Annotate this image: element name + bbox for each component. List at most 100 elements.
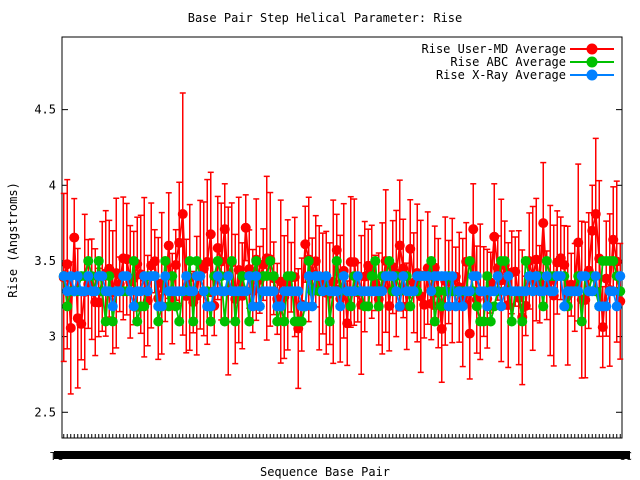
series-point-1 bbox=[240, 222, 251, 233]
series-point-3 bbox=[293, 286, 304, 297]
series-point-2 bbox=[139, 301, 150, 312]
series-point-1 bbox=[608, 234, 619, 245]
series-point-2 bbox=[541, 255, 552, 266]
series-point-2 bbox=[160, 255, 171, 266]
series-point-3 bbox=[531, 271, 542, 282]
series-point-3 bbox=[83, 271, 94, 282]
series-point-2 bbox=[205, 316, 216, 327]
series-point-3 bbox=[615, 271, 626, 282]
series-point-3 bbox=[440, 271, 451, 282]
series-point-3 bbox=[240, 286, 251, 297]
series-point-3 bbox=[90, 286, 101, 297]
series-point-1 bbox=[65, 322, 76, 333]
y-axis-label: Rise (Angstroms) bbox=[6, 182, 20, 298]
series-point-1 bbox=[202, 256, 213, 267]
series-point-3 bbox=[394, 301, 405, 312]
series-point-3 bbox=[205, 301, 216, 312]
series-point-2 bbox=[370, 255, 381, 266]
series-point-3 bbox=[524, 271, 535, 282]
series-point-1 bbox=[93, 297, 104, 308]
series-point-2 bbox=[520, 255, 531, 266]
series-point-3 bbox=[496, 301, 507, 312]
series-point-3 bbox=[72, 271, 83, 282]
series-point-3 bbox=[559, 301, 570, 312]
series-point-3 bbox=[587, 286, 598, 297]
series-point-3 bbox=[142, 286, 153, 297]
series-point-2 bbox=[436, 301, 447, 312]
series-point-2 bbox=[405, 301, 416, 312]
series-point-3 bbox=[391, 286, 402, 297]
series-point-2 bbox=[265, 255, 276, 266]
series-point-3 bbox=[398, 271, 409, 282]
series-point-1 bbox=[601, 273, 612, 284]
series-point-1 bbox=[212, 243, 223, 254]
series-point-2 bbox=[167, 271, 178, 282]
series-point-2 bbox=[286, 271, 297, 282]
series-point-3 bbox=[128, 301, 139, 312]
series-point-3 bbox=[303, 271, 314, 282]
series-point-3 bbox=[464, 286, 475, 297]
series-point-3 bbox=[538, 286, 549, 297]
series-point-3 bbox=[520, 286, 531, 297]
series-point-1 bbox=[464, 328, 475, 339]
series-point-3 bbox=[317, 286, 328, 297]
series-point-3 bbox=[188, 286, 199, 297]
x-axis-label: Sequence Base Pair bbox=[260, 465, 390, 479]
series-point-3 bbox=[177, 286, 188, 297]
series-point-3 bbox=[195, 271, 206, 282]
legend-label-2: Rise ABC Average bbox=[450, 55, 566, 69]
series-point-3 bbox=[471, 271, 482, 282]
series-point-2 bbox=[517, 316, 528, 327]
series-point-3 bbox=[307, 301, 318, 312]
series-point-3 bbox=[58, 271, 69, 282]
series-point-3 bbox=[209, 286, 220, 297]
series-point-3 bbox=[499, 286, 510, 297]
series-point-3 bbox=[478, 286, 489, 297]
chart-title: Base Pair Step Helical Parameter: Rise bbox=[188, 11, 463, 25]
series-point-1 bbox=[580, 294, 591, 305]
series-point-2 bbox=[433, 286, 444, 297]
series-point-1 bbox=[328, 276, 339, 287]
series-point-1 bbox=[205, 229, 216, 240]
series-point-2 bbox=[506, 316, 517, 327]
series-point-1 bbox=[174, 237, 185, 248]
series-point-3 bbox=[300, 301, 311, 312]
series-point-3 bbox=[492, 271, 503, 282]
series-point-3 bbox=[590, 271, 601, 282]
series-point-2 bbox=[538, 301, 549, 312]
series-point-3 bbox=[503, 271, 514, 282]
series-point-3 bbox=[135, 286, 146, 297]
series-point-3 bbox=[160, 271, 171, 282]
series-line-3 bbox=[62, 275, 622, 308]
series-point-2 bbox=[499, 255, 510, 266]
series-point-3 bbox=[408, 286, 419, 297]
series-point-2 bbox=[174, 316, 185, 327]
series-point-2 bbox=[366, 271, 377, 282]
series-point-3 bbox=[156, 301, 167, 312]
series-point-2 bbox=[230, 316, 241, 327]
series-point-3 bbox=[608, 286, 619, 297]
y-tick-label: 3.5 bbox=[34, 254, 56, 268]
series-point-3 bbox=[349, 286, 360, 297]
series-point-3 bbox=[244, 271, 255, 282]
x-tick-label-last: CC bbox=[619, 450, 632, 463]
series-point-3 bbox=[541, 271, 552, 282]
series-point-3 bbox=[422, 271, 433, 282]
series-point-2 bbox=[184, 255, 195, 266]
series-point-3 bbox=[149, 271, 160, 282]
series-point-3 bbox=[527, 286, 538, 297]
series-point-2 bbox=[104, 271, 115, 282]
series-point-3 bbox=[223, 271, 234, 282]
y-tick-label: 4.5 bbox=[34, 103, 56, 117]
series-point-3 bbox=[457, 301, 468, 312]
series-point-1 bbox=[170, 259, 181, 270]
series-point-3 bbox=[139, 271, 150, 282]
y-tick-label: 2.5 bbox=[34, 405, 56, 419]
series-point-1 bbox=[149, 256, 160, 267]
series-point-2 bbox=[373, 301, 384, 312]
series-point-1 bbox=[219, 224, 230, 235]
series-point-3 bbox=[335, 301, 346, 312]
series-point-2 bbox=[261, 271, 272, 282]
